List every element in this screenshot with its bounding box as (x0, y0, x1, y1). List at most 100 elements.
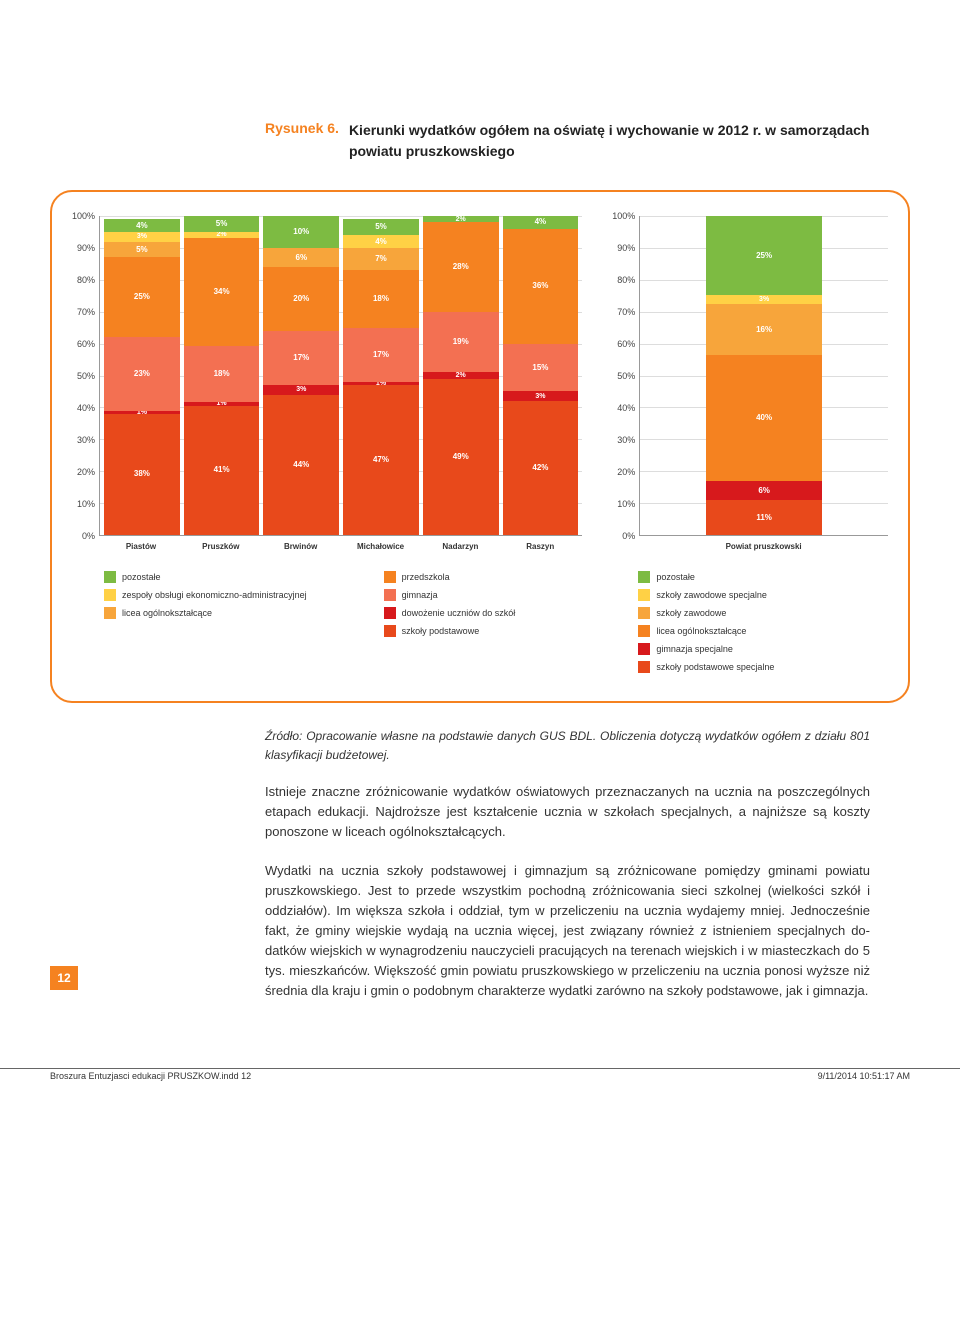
footer: Broszura Entuzjasci edukacji PRUSZKOW.in… (0, 1068, 960, 1081)
bar-segment: 23% (104, 337, 180, 410)
legend-item: zespoły obsługi ekonomiczno-administracy… (104, 589, 354, 601)
bar-segment: 49% (423, 379, 499, 535)
chart-right: 100%90%80%70%60%50%40%30%20%10%0% 11%6%4… (612, 216, 888, 551)
legend-label: pozostałe (656, 572, 695, 582)
bar-segment: 19% (423, 312, 499, 373)
bar-segment: 7% (343, 248, 419, 270)
legend-swatch (638, 643, 650, 655)
y-axis-right: 100%90%80%70%60%50%40%30%20%10%0% (612, 216, 639, 536)
bar-segment: 11% (706, 500, 822, 535)
footer-right: 9/11/2014 10:51:17 AM (818, 1071, 910, 1081)
bar: 47%1%17%18%7%4%5% (343, 216, 419, 535)
legend-label: licea ogólnokształcące (656, 626, 746, 636)
x-label: Nadarzyn (422, 542, 498, 551)
source-text: Źródło: Opracowanie własne na podstawie … (265, 727, 870, 764)
paragraph-1: Istnieje znaczne zróżnicowanie wydatków … (265, 782, 870, 842)
chart-left: 100%90%80%70%60%50%40%30%20%10%0% 38%1%2… (72, 216, 582, 551)
legend-label: przedszkola (402, 572, 450, 582)
legend-label: szkoły zawodowe specjalne (656, 590, 767, 600)
bar-segment: 4% (343, 235, 419, 248)
bar-segment: 38% (104, 414, 180, 535)
bar-segment: 41% (184, 406, 260, 536)
y-axis-left: 100%90%80%70%60%50%40%30%20%10%0% (72, 216, 99, 536)
bar-segment: 4% (104, 219, 180, 232)
bar-segment: 17% (343, 328, 419, 382)
bar: 44%3%17%20%6%10% (263, 216, 339, 535)
bar-segment: 28% (423, 222, 499, 311)
legend-item: szkoły zawodowe (638, 607, 888, 619)
bar: 41%1%18%34%2%5% (184, 216, 260, 535)
legend-swatch (384, 571, 396, 583)
bar-segment: 25% (706, 216, 822, 295)
figure-number: Rysunek 6. (265, 120, 339, 136)
x-label: Michałowice (343, 542, 419, 551)
bar-segment: 44% (263, 395, 339, 535)
legend-col-3: pozostałe szkoły zawodowe specjalne szkoły… (638, 571, 888, 673)
paragraph-2: Wydatki na ucznia szkoły podstawowej i g… (265, 861, 870, 1002)
legend-swatch (384, 589, 396, 601)
legend-swatch (638, 661, 650, 673)
page-number: 12 (50, 966, 78, 990)
footer-left: Broszura Entuzjasci edukacji PRUSZKOW.in… (50, 1071, 251, 1081)
x-label: Powiat pruszkowski (643, 542, 884, 551)
bar-segment: 6% (263, 248, 339, 267)
legend-item: szkoły zawodowe specjalne (638, 589, 888, 601)
legend-item: gimnazja specjalne (638, 643, 888, 655)
legend-label: gimnazja (402, 590, 438, 600)
bar: 49%2%19%28%2% (423, 216, 499, 535)
bar-segment: 3% (263, 385, 339, 395)
bar-segment: 10% (263, 216, 339, 248)
bar-segment: 16% (706, 304, 822, 355)
bar-segment: 47% (343, 385, 419, 535)
bar-segment: 25% (104, 257, 180, 337)
bar: 42%3%15%36%4% (503, 216, 579, 535)
bar-segment: 34% (184, 238, 260, 345)
legend-item: licea ogólnokształcące (104, 607, 354, 619)
bar-segment: 5% (343, 219, 419, 235)
bar-segment: 5% (184, 216, 260, 232)
legend-swatch (638, 571, 650, 583)
bar-segment: 3% (503, 391, 579, 401)
legend-item: szkoły podstawowe specjalne (638, 661, 888, 673)
x-label: Raszyn (502, 542, 578, 551)
legend-label: szkoły zawodowe (656, 608, 726, 618)
legend-swatch (638, 589, 650, 601)
plot-left: 38%1%23%25%5%3%4%41%1%18%34%2%5%44%3%17%… (99, 216, 582, 536)
x-label: Brwinów (263, 542, 339, 551)
bar: 11%6%40%16%3%25% (706, 216, 822, 535)
legend-col-1: pozostałe zespoły obsługi ekonomiczno-adm… (104, 571, 354, 673)
legend-swatch (384, 625, 396, 637)
legend-label: dowożenie uczniów do szkół (402, 608, 516, 618)
bar-segment: 18% (184, 346, 260, 403)
bar-segment: 18% (343, 270, 419, 327)
legend-label: szkoły podstawowe (402, 626, 480, 636)
legend-swatch (638, 625, 650, 637)
x-labels-right: Powiat pruszkowski (639, 542, 888, 551)
legend-swatch (638, 607, 650, 619)
bar-segment: 36% (503, 229, 579, 344)
legend-swatch (104, 571, 116, 583)
x-label: Piastów (103, 542, 179, 551)
x-labels-left: PiastówPruszkówBrwinówMichałowiceNadarzy… (99, 542, 582, 551)
legend-label: szkoły podstawowe specjalne (656, 662, 774, 672)
bar-segment: 3% (104, 232, 180, 242)
bar-segment: 6% (706, 481, 822, 500)
bar-segment: 40% (706, 355, 822, 481)
legend-col-2: przedszkola gimnazja dowożenie uczniów do … (384, 571, 609, 673)
legend-item: szkoły podstawowe (384, 625, 609, 637)
legend-item: pozostałe (638, 571, 888, 583)
legend-label: zespoły obsługi ekonomiczno-administracy… (122, 590, 307, 600)
legend-label: gimnazja specjalne (656, 644, 733, 654)
legend-item: pozostałe (104, 571, 354, 583)
bar-segment: 4% (503, 216, 579, 229)
legend-swatch (104, 607, 116, 619)
legend-item: dowożenie uczniów do szkół (384, 607, 609, 619)
legend-item: przedszkola (384, 571, 609, 583)
bar-segment: 20% (263, 267, 339, 331)
plot-right: 11%6%40%16%3%25% (639, 216, 888, 536)
bar-segment: 15% (503, 344, 579, 392)
bar-segment: 5% (104, 242, 180, 258)
legends: pozostałe zespoły obsługi ekonomiczno-adm… (72, 571, 888, 673)
chart-frame: 100%90%80%70%60%50%40%30%20%10%0% 38%1%2… (50, 190, 910, 703)
bar-segment: 3% (706, 295, 822, 304)
